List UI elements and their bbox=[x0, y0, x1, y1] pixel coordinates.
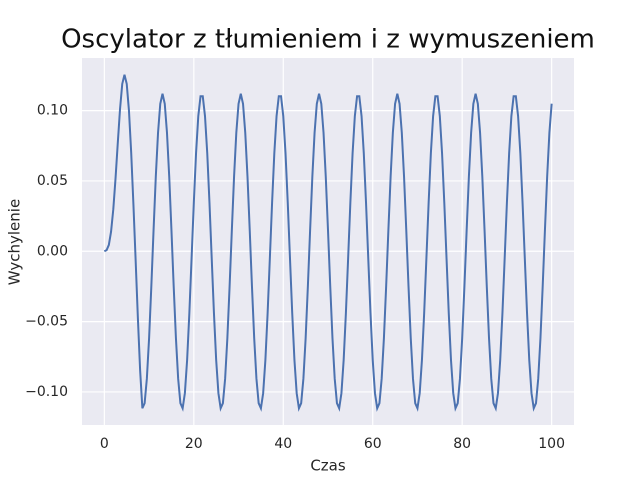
x-tick-label: 40 bbox=[274, 436, 292, 452]
y-tick-label: 0.10 bbox=[37, 103, 68, 119]
x-axis-label: Czas bbox=[310, 457, 346, 475]
x-tick-label: 0 bbox=[100, 436, 109, 452]
y-tick-label: −0.05 bbox=[25, 314, 68, 330]
y-tick-label: 0.05 bbox=[37, 173, 68, 189]
y-tick-label: −0.10 bbox=[25, 384, 68, 400]
x-tick-label: 100 bbox=[538, 436, 565, 452]
data-line bbox=[103, 74, 553, 412]
chart-title: Oscylator z tłumieniem i z wymuszeniem bbox=[61, 25, 595, 55]
x-tick-label: 80 bbox=[453, 436, 471, 452]
y-axis-label: Wychylenie bbox=[6, 199, 24, 285]
y-tick-label: 0.00 bbox=[37, 243, 68, 259]
x-tick-label: 60 bbox=[364, 436, 382, 452]
x-tick-label: 20 bbox=[185, 436, 203, 452]
